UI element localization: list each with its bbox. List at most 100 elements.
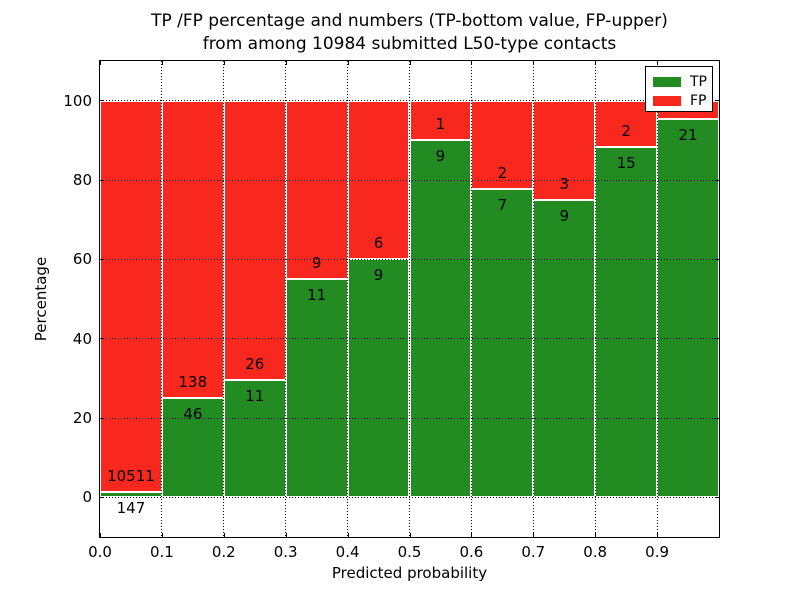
tp-count-label: 46 (183, 405, 203, 424)
legend: TP FP (645, 66, 713, 112)
x-tick (285, 533, 287, 537)
x-tick-label: 0.5 (397, 543, 422, 561)
x-tick (657, 61, 659, 65)
tp-bar-segment (657, 118, 719, 498)
x-axis-label: Predicted probability (331, 564, 488, 582)
fp-bar-segment (471, 100, 534, 189)
fp-count-label: 26 (245, 354, 265, 373)
tp-count-label: 21 (678, 125, 698, 144)
x-tick (657, 533, 659, 537)
chart-title-line1: TP /FP percentage and numbers (TP-bottom… (151, 11, 668, 31)
x-tick (347, 533, 349, 537)
x-tick-label: 0.3 (273, 543, 298, 561)
vertical-gridline (470, 61, 472, 537)
x-tick-label: 0.1 (149, 543, 174, 561)
vertical-gridline (285, 61, 287, 537)
horizontal-gridline (100, 100, 719, 102)
tp-bar-segment (285, 279, 348, 498)
tp-count-label: 147 (116, 498, 146, 517)
tp-count-label: 11 (307, 286, 327, 305)
x-tick (533, 61, 535, 65)
tp-bar-segment (161, 398, 224, 498)
fp-swatch-icon (653, 95, 681, 106)
x-tick (533, 533, 535, 537)
x-tick (223, 61, 225, 65)
horizontal-gridline (100, 258, 719, 260)
tp-bar-segment (471, 188, 534, 498)
y-tick (100, 338, 104, 340)
horizontal-gridline (100, 496, 719, 498)
y-tick (715, 258, 719, 260)
x-tick (409, 61, 411, 65)
x-tick (161, 61, 163, 65)
y-axis-label: Percentage (32, 256, 50, 342)
vertical-gridline (161, 61, 163, 537)
fp-bar-segment (100, 100, 162, 492)
tp-bar-segment (347, 259, 410, 498)
x-tick (409, 533, 411, 537)
y-tick (715, 417, 719, 419)
tp-bar-segment (533, 199, 596, 498)
fp-bar-segment (285, 100, 348, 280)
tp-count-label: 9 (373, 266, 384, 285)
x-tick (595, 61, 597, 65)
chart-title: TP /FP percentage and numbers (TP-bottom… (99, 10, 720, 56)
horizontal-gridline (100, 179, 719, 181)
y-tick (715, 100, 719, 102)
x-tick (595, 533, 597, 537)
legend-label-tp: TP (690, 73, 707, 90)
x-tick-label: 0.9 (645, 543, 670, 561)
x-tick-label: 0.4 (335, 543, 360, 561)
y-tick-label: 40 (72, 329, 92, 348)
y-tick (100, 417, 104, 419)
vertical-gridline (409, 61, 410, 537)
fp-count-label: 1 (435, 115, 446, 134)
y-tick-label: 20 (72, 409, 92, 427)
x-tick-label: 0.7 (521, 543, 546, 561)
y-tick-label: 60 (72, 250, 92, 269)
legend-label-fp: FP (690, 92, 707, 109)
plot-area: 10511 147 138 46 26 11 9 11 6 9 1 9 2 7 3 9 2 15 21 0 20 40 60… (63, 60, 720, 560)
x-tick (471, 61, 473, 65)
x-tick (471, 533, 473, 537)
vertical-gridline (532, 61, 534, 537)
vertical-gridline (656, 61, 658, 537)
legend-entry-fp: FP (653, 91, 712, 110)
tp-count-label: 9 (435, 147, 446, 166)
y-tick-label: 100 (63, 91, 92, 110)
y-tick-label: 80 (72, 171, 92, 189)
tp-count-label: 11 (245, 386, 265, 405)
x-tick-label: 0.6 (459, 543, 484, 561)
vertical-gridline (347, 61, 349, 537)
y-tick (100, 100, 104, 102)
horizontal-gridline (100, 338, 719, 340)
legend-entry-tp: TP (653, 72, 712, 91)
x-tick-label: 0.2 (211, 543, 236, 561)
vertical-gridline (594, 61, 596, 537)
fp-count-label: 10511 (107, 466, 155, 485)
y-tick-label: 0 (82, 488, 92, 507)
fp-count-label: 3 (559, 174, 570, 193)
x-tick (347, 61, 349, 65)
tp-count-label: 7 (497, 195, 508, 214)
y-tick (715, 179, 719, 181)
tp-bar-segment (595, 147, 658, 498)
y-tick (715, 338, 719, 340)
fp-count-label: 2 (497, 163, 508, 182)
fp-count-label: 2 (621, 122, 631, 141)
y-tick (100, 179, 104, 181)
x-tick (285, 61, 287, 65)
x-tick (223, 533, 225, 537)
tp-count-label: 9 (559, 206, 570, 225)
x-tick (100, 533, 101, 537)
horizontal-gridline (100, 417, 719, 419)
x-tick-label: 0.8 (583, 543, 608, 561)
y-tick (100, 258, 104, 260)
tp-swatch-icon (653, 76, 681, 87)
chart-title-line2: from among 10984 submitted L50-type cont… (202, 34, 617, 54)
tp-count-label: 15 (616, 154, 636, 173)
x-tick-label: 0.0 (88, 543, 112, 561)
fp-count-label: 6 (373, 234, 384, 253)
y-tick (715, 496, 719, 498)
